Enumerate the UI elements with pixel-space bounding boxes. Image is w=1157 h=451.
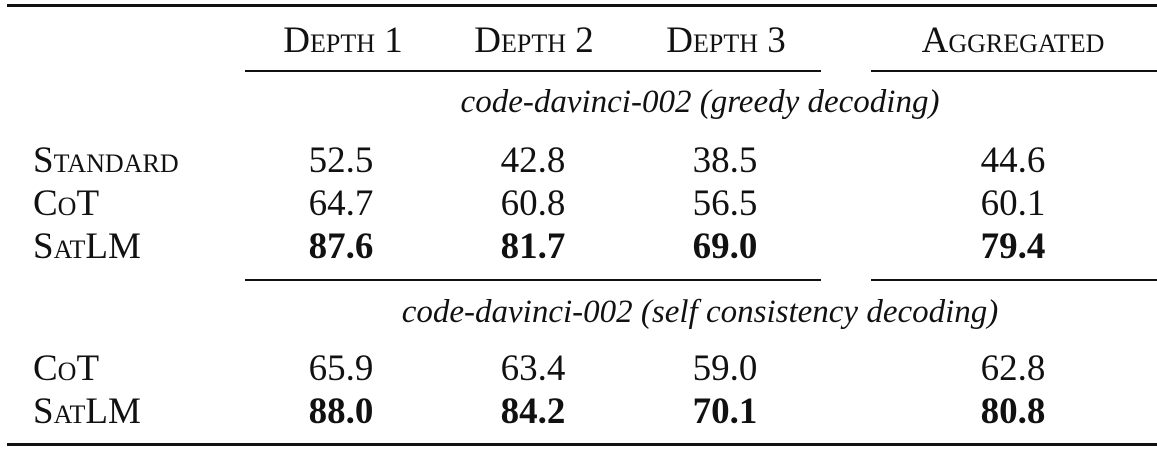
- cell-depth-1: 88.0: [308, 391, 374, 432]
- cell-aggregated: 44.6: [980, 140, 1046, 181]
- section-cmidrule-depth: [245, 279, 821, 281]
- header-cmidrule-aggregated: [871, 70, 1157, 72]
- header-depth-2: Depth 2: [474, 20, 594, 61]
- header-depth-1: Depth 1: [283, 20, 403, 61]
- header-depth-3: Depth 3: [666, 20, 786, 61]
- cell-depth-1: 52.5: [308, 140, 374, 181]
- cell-depth-3: 59.0: [692, 348, 758, 389]
- method-label: SatLM: [33, 391, 141, 432]
- section-title-self-consistency: code-davinci-002 (self consistency decod…: [401, 294, 999, 330]
- header-aggregated: Aggregated: [921, 20, 1105, 61]
- cell-depth-3: 69.0: [692, 226, 758, 267]
- cell-depth-2: 60.8: [500, 183, 566, 224]
- method-label: CoT: [33, 183, 100, 224]
- section-title-greedy: code-davinci-002 (greedy decoding): [460, 84, 940, 120]
- header-cmidrule-depth: [245, 70, 821, 72]
- cell-aggregated: 80.8: [980, 391, 1046, 432]
- method-label: Standard: [33, 140, 179, 181]
- bottom-rule: [7, 443, 1157, 446]
- cell-aggregated: 60.1: [980, 183, 1046, 224]
- cell-depth-1: 87.6: [308, 226, 374, 267]
- cell-aggregated: 79.4: [980, 226, 1046, 267]
- cell-aggregated: 62.8: [980, 348, 1046, 389]
- cell-depth-3: 56.5: [692, 183, 758, 224]
- cell-depth-1: 64.7: [308, 183, 374, 224]
- cell-depth-3: 70.1: [692, 391, 758, 432]
- section-cmidrule-aggregated: [871, 279, 1157, 281]
- method-label: SatLM: [33, 226, 141, 267]
- cell-depth-2: 63.4: [500, 348, 566, 389]
- cell-depth-2: 81.7: [500, 226, 566, 267]
- top-rule: [7, 4, 1157, 7]
- cell-depth-1: 65.9: [308, 348, 374, 389]
- cell-depth-2: 84.2: [500, 391, 566, 432]
- cell-depth-3: 38.5: [692, 140, 758, 181]
- cell-depth-2: 42.8: [500, 140, 566, 181]
- method-label: CoT: [33, 348, 100, 389]
